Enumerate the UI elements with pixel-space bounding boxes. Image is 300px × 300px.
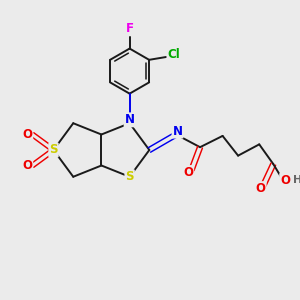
Text: O: O <box>183 166 193 179</box>
Text: H: H <box>293 175 300 185</box>
Text: F: F <box>126 22 134 35</box>
Text: O: O <box>22 159 32 172</box>
Text: N: N <box>124 113 135 126</box>
Text: N: N <box>172 124 182 138</box>
Text: Cl: Cl <box>168 48 180 61</box>
Text: O: O <box>280 174 290 187</box>
Text: O: O <box>256 182 266 195</box>
Text: S: S <box>49 143 58 157</box>
Text: O: O <box>22 128 32 141</box>
Text: S: S <box>125 170 134 183</box>
